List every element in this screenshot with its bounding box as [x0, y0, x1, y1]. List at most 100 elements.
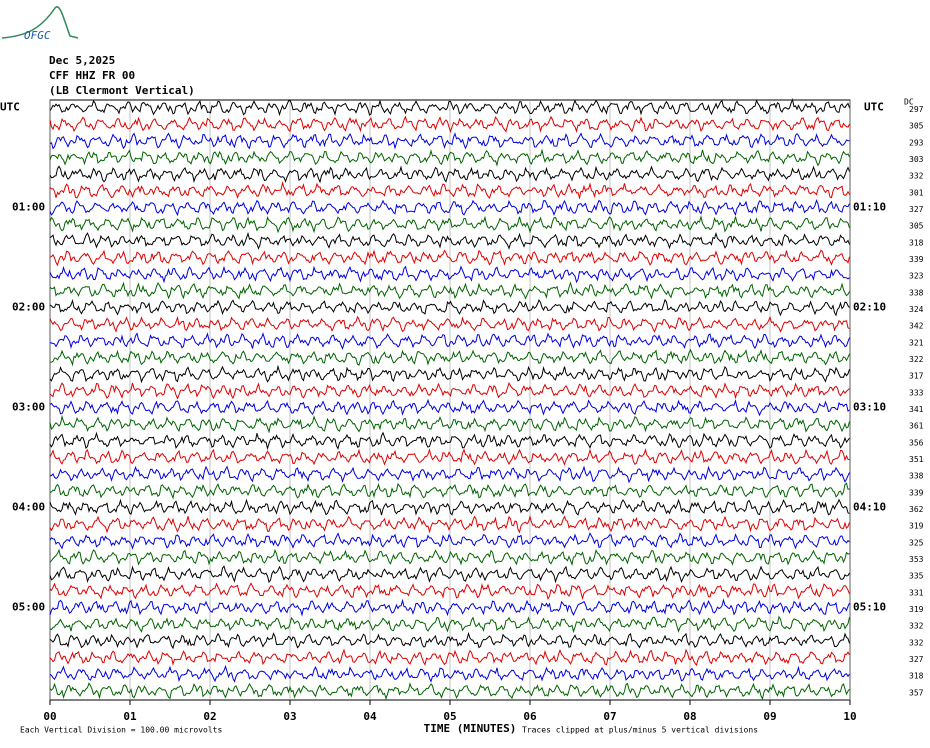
x-tick-label: 09 [763, 710, 776, 723]
dc-value: 319 [909, 605, 924, 614]
trace [49, 615, 850, 634]
trace [49, 682, 850, 701]
dc-value: 342 [909, 322, 924, 331]
x-tick-label: 05 [443, 710, 456, 723]
right-time-label: 04:10 [853, 501, 886, 514]
dc-value: 332 [909, 622, 924, 631]
right-time-label: 02:10 [853, 301, 886, 314]
title-line: CFF HHZ FR 00 [49, 69, 135, 82]
dc-value: 317 [909, 372, 924, 381]
dc-value: 301 [909, 188, 924, 197]
trace [49, 165, 850, 184]
left-time-label: 05:00 [12, 601, 45, 614]
x-tick-label: 06 [523, 710, 537, 723]
dc-value: 338 [909, 472, 924, 481]
left-time-label: 01:00 [12, 201, 45, 214]
right-time-label: UTC [864, 101, 884, 114]
title-line: Dec 5,2025 [49, 54, 115, 67]
trace [49, 132, 850, 150]
trace [49, 482, 850, 500]
footer-left: Each Vertical Division = 100.00 microvol… [20, 726, 222, 735]
trace [49, 431, 850, 451]
dc-value: 305 [909, 222, 924, 231]
trace [49, 231, 850, 250]
right-time-label: 01:10 [853, 201, 886, 214]
footer-right: Traces clipped at plus/minus 5 vertical … [522, 726, 758, 735]
grid [49, 99, 851, 705]
x-axis-label: TIME (MINUTES) [424, 722, 517, 735]
dc-value: 338 [909, 288, 924, 297]
dc-value: 331 [909, 588, 924, 597]
trace [49, 664, 850, 683]
dc-value: 322 [909, 355, 924, 364]
logo: OFGC [24, 29, 51, 42]
dc-value: 341 [909, 405, 924, 414]
x-tick-label: 04 [363, 710, 377, 723]
trace [49, 214, 850, 234]
dc-value: 339 [909, 255, 924, 264]
dc-value: 335 [909, 572, 924, 581]
dc-value: 353 [909, 555, 924, 564]
trace [49, 398, 850, 417]
title-line: (LB Clermont Vertical) [49, 84, 195, 97]
dc-value: 332 [909, 638, 924, 647]
dc-value: 327 [909, 205, 924, 214]
trace [49, 198, 850, 217]
dc-value: 325 [909, 538, 924, 547]
trace [49, 148, 850, 167]
x-tick-label: 08 [683, 710, 696, 723]
trace [49, 582, 850, 601]
dc-value: 361 [909, 422, 924, 431]
logo-curve [1, 6, 79, 39]
trace [49, 448, 850, 466]
trace [49, 315, 850, 333]
trace [49, 332, 850, 350]
trace [49, 249, 850, 267]
dc-value: 333 [909, 388, 924, 397]
dc-value: 351 [909, 455, 924, 464]
dc-value: 327 [909, 655, 924, 664]
dc-value: 318 [909, 672, 924, 681]
dc-value: 321 [909, 338, 924, 347]
dc-value: 356 [909, 438, 924, 447]
right-time-label: 05:10 [853, 601, 886, 614]
trace [49, 265, 850, 284]
dc-value: 297 [909, 105, 924, 114]
dc-value: 339 [909, 488, 924, 497]
labels: 00 01 02 03 04 05 06 07 08 09 10 UTC UTC 297 305 293 303… [0, 101, 924, 724]
trace [49, 548, 850, 567]
dc-value: 318 [909, 238, 924, 247]
trace [49, 514, 850, 534]
trace [49, 298, 850, 317]
trace [49, 364, 850, 384]
dc-value: 323 [909, 272, 924, 281]
x-tick-label: 03 [283, 710, 296, 723]
x-tick-label: 10 [843, 710, 856, 723]
trace [49, 281, 850, 300]
x-tick-label: 02 [203, 710, 216, 723]
dc-value: 324 [909, 305, 924, 314]
dc-value: 303 [909, 155, 924, 164]
trace [49, 180, 850, 200]
dc-value: 319 [909, 522, 924, 531]
left-time-label: UTC [0, 101, 20, 114]
trace [49, 98, 850, 117]
trace [49, 598, 850, 617]
left-time-label: 02:00 [12, 301, 45, 314]
dc-value: 362 [909, 505, 924, 514]
trace [49, 465, 850, 484]
left-time-label: 04:00 [12, 501, 45, 514]
trace [49, 348, 850, 367]
dc-value: 357 [909, 688, 924, 697]
trace [49, 648, 850, 667]
traces [49, 98, 850, 701]
dc-header: DC [904, 98, 914, 107]
trace [49, 115, 850, 134]
left-time-label: 03:00 [12, 401, 45, 414]
x-tick-label: 00 [43, 710, 56, 723]
dc-value: 305 [909, 122, 924, 131]
x-tick-label: 01 [123, 710, 137, 723]
dc-value: 293 [909, 138, 924, 147]
trace [49, 381, 850, 400]
